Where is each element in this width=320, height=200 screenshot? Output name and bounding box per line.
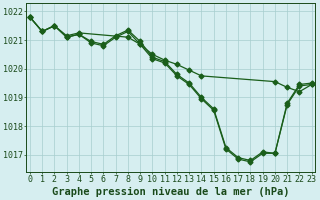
X-axis label: Graphe pression niveau de la mer (hPa): Graphe pression niveau de la mer (hPa) (52, 187, 290, 197)
